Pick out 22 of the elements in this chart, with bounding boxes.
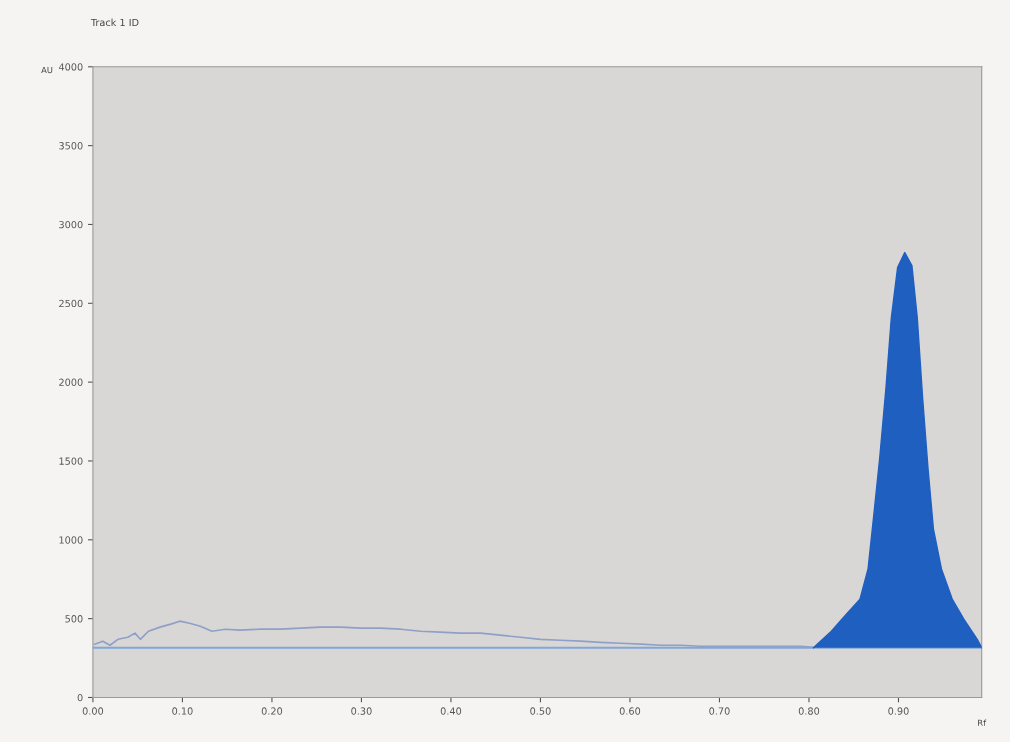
x-tick-label: 0.80 [798,707,820,715]
x-tick-label: 0.10 [172,707,193,715]
y-tick-label: 2000 [59,378,83,386]
y-tick-label: 1500 [59,457,83,465]
x-tick-label: 0.40 [440,707,462,715]
x-axis-title: Rf [978,719,987,726]
y-tick-label: 3000 [59,220,83,229]
x-tick-label: 0.20 [261,707,283,715]
x-tick-label: 0.70 [709,707,730,715]
x-tick-label: 0.90 [888,707,909,715]
y-tick-label: 0 [77,693,83,702]
x-tick-label: 0.50 [530,707,551,715]
x-tick-label: 0.30 [351,707,372,715]
chart-title: Track 1 ID [90,18,139,27]
y-axis-title: AU [41,67,53,74]
y-tick-label: 3500 [59,142,83,150]
y-tick-label: 2500 [59,299,83,308]
x-tick-label: 0.00 [82,707,104,715]
y-tick-label: 500 [65,615,83,623]
y-tick-label: 4000 [58,63,83,71]
y-tick-label: 1000 [59,536,83,544]
x-tick-label: 0.60 [619,707,641,715]
